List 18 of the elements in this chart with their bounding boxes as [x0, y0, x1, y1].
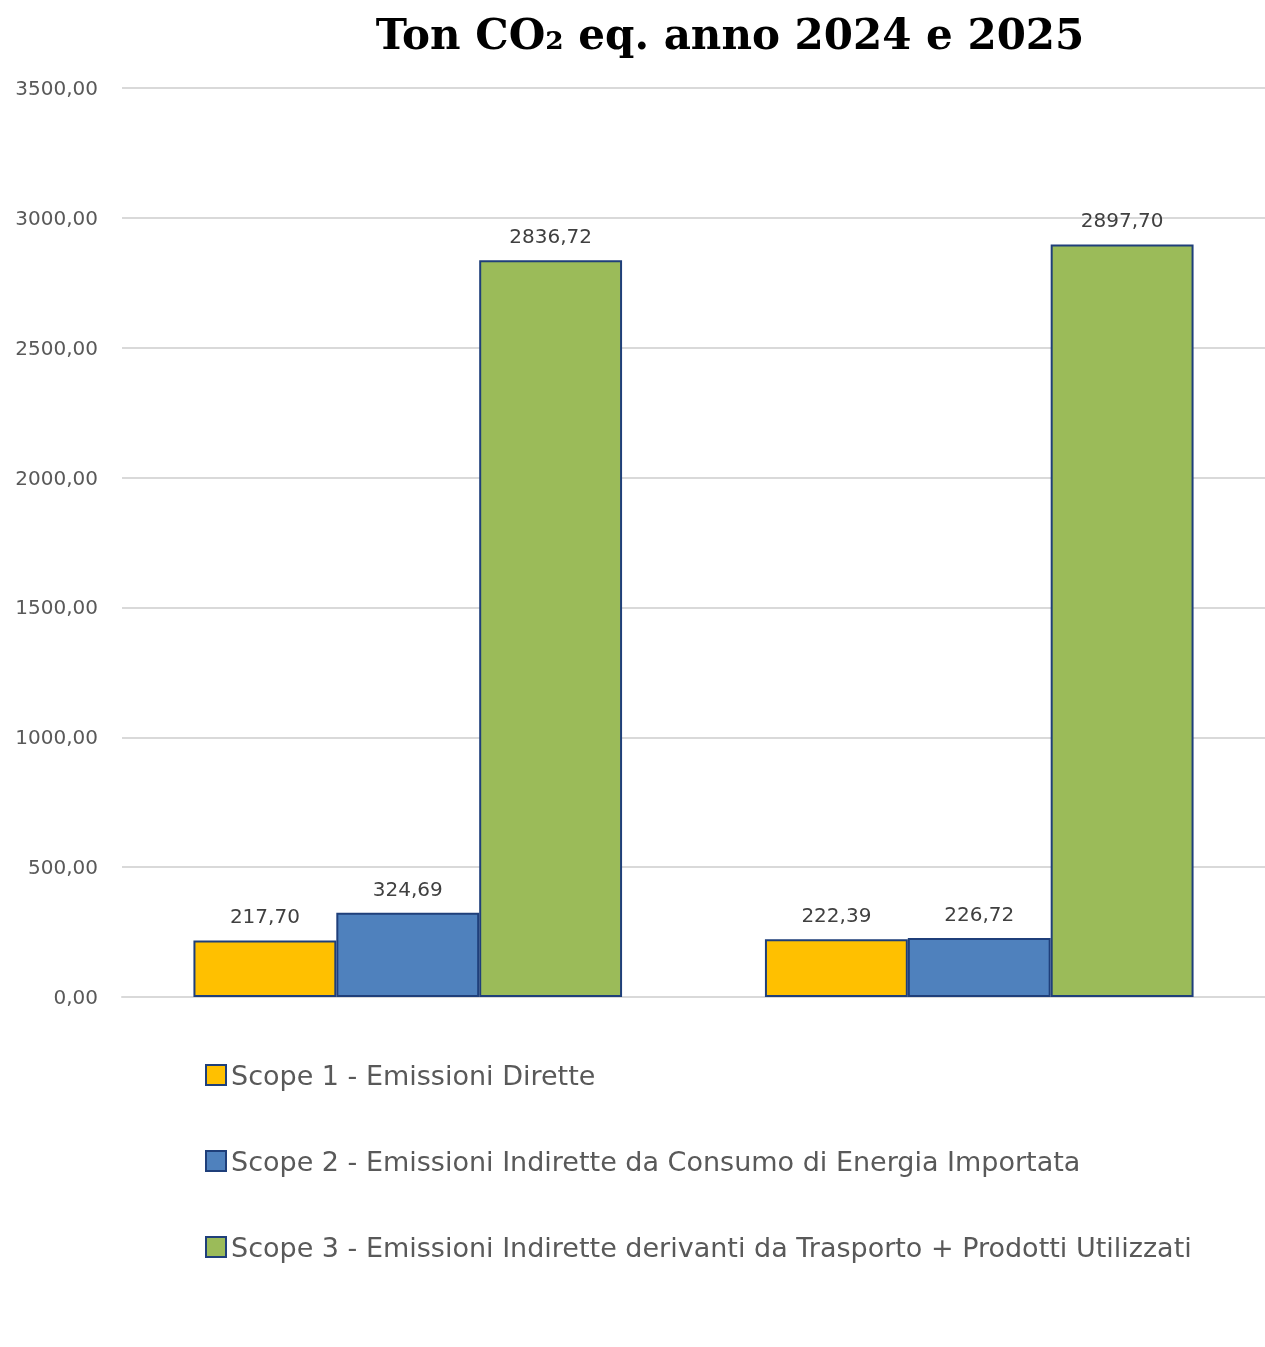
y-tick-label: 500,00 — [28, 855, 98, 880]
chart-title: Ton CO₂ eq. anno 2024 e 2025 — [375, 9, 1085, 59]
y-tick-label: 0,00 — [53, 985, 98, 1009]
y-tick-label: 3000,00 — [15, 205, 98, 230]
y-tick-label: 2500,00 — [15, 335, 98, 360]
y-tick-label: 2000,00 — [15, 465, 98, 490]
data-label: 324,69 — [372, 876, 443, 901]
data-label: 2897,70 — [1080, 208, 1164, 233]
y-tick-label: 1000,00 — [15, 725, 98, 750]
data-label: 226,72 — [944, 902, 1015, 927]
y-tick-label: 3500,00 — [15, 76, 98, 100]
y-tick-label: 1500,00 — [15, 595, 98, 620]
data-label: 222,39 — [801, 903, 872, 928]
legend-label: Scope 1 - Emissioni Dirette — [231, 1059, 596, 1091]
data-label: 2836,72 — [509, 224, 592, 249]
data-label: 217,70 — [229, 904, 300, 929]
legend-label: Scope 3 - Emissioni Indirette derivanti da Trasporto + Prodotti Utilizzati — [231, 1231, 1192, 1263]
legend-label: Scope 2 - Emissioni Indirette da Consumo di Energia Importata — [231, 1145, 1081, 1177]
